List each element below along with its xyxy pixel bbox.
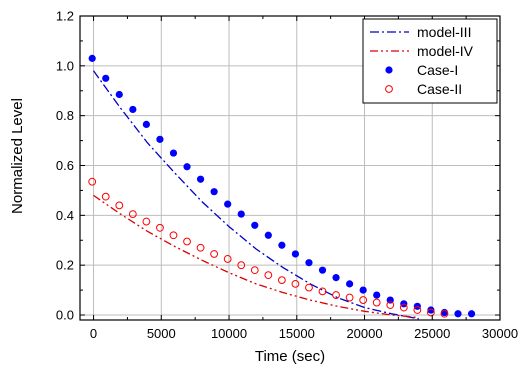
data-point-case-i xyxy=(183,163,191,171)
legend-label-case-i: Case-I xyxy=(417,62,458,78)
legend-entry-case-i: Case-I xyxy=(385,62,458,78)
legend-swatch-case-i xyxy=(385,66,393,74)
data-point-case-i xyxy=(156,135,164,143)
x-tick-label: 25000 xyxy=(414,326,450,341)
data-point-case-ii xyxy=(237,261,246,270)
y-tick-label: 0.2 xyxy=(56,258,74,273)
data-point-case-i xyxy=(196,175,205,183)
series-case-i xyxy=(88,54,476,318)
series-case-ii xyxy=(88,177,449,318)
legend-label-case-ii: Case-II xyxy=(417,81,462,97)
data-point-case-i xyxy=(359,286,367,294)
y-tick-label: 0.8 xyxy=(56,108,74,123)
x-axis-title: Time (sec) xyxy=(255,348,325,365)
series-model-iii xyxy=(92,70,419,320)
legend-label-model-iv: model-IV xyxy=(417,43,474,59)
data-point-case-ii xyxy=(183,237,191,246)
data-point-case-i xyxy=(264,231,272,239)
data-point-case-i xyxy=(224,200,232,208)
y-axis-title: Normalized Level xyxy=(9,98,26,214)
data-point-case-i xyxy=(278,241,286,249)
data-point-case-ii xyxy=(332,291,340,299)
data-point-case-i xyxy=(427,306,435,314)
data-point-case-i xyxy=(169,149,178,157)
data-point-case-ii xyxy=(345,293,354,302)
x-tick-label: 20000 xyxy=(346,326,382,341)
data-point-case-i xyxy=(102,74,110,82)
data-point-case-ii xyxy=(318,287,327,296)
data-point-case-ii xyxy=(386,301,395,309)
series-line-model-iii xyxy=(92,70,419,320)
x-tick-label: 0 xyxy=(90,326,97,341)
data-point-case-ii xyxy=(413,306,422,314)
x-tick-label: 10000 xyxy=(211,326,247,341)
data-point-case-ii xyxy=(223,255,232,263)
data-point-case-i xyxy=(332,274,340,282)
plot-series xyxy=(88,54,476,320)
y-tick-label: 1.0 xyxy=(56,58,74,73)
data-point-case-ii xyxy=(264,271,273,280)
legend-label-model-iii: model-III xyxy=(417,24,471,40)
data-point-case-i xyxy=(305,259,313,267)
plot-frame xyxy=(79,15,501,321)
data-point-case-ii xyxy=(101,192,110,201)
data-point-case-i xyxy=(210,188,218,196)
data-point-case-ii xyxy=(250,266,259,275)
data-point-case-ii xyxy=(128,210,137,218)
data-point-case-i xyxy=(129,105,137,114)
data-point-case-i xyxy=(251,221,259,229)
data-point-case-i xyxy=(454,310,462,318)
tick-labels: 0 5000 10000 15000 20000 25000 30000 0.0 0.2 0.4 0… xyxy=(56,9,518,342)
data-point-case-ii xyxy=(427,308,435,317)
x-tick-label: 15000 xyxy=(279,326,315,341)
data-point-case-i xyxy=(115,90,123,99)
y-tick-label: 0.6 xyxy=(56,158,74,173)
data-point-case-ii xyxy=(169,231,178,240)
data-point-case-i xyxy=(346,280,354,288)
legend-entry-model-iv: model-IV xyxy=(370,43,474,59)
data-point-case-ii xyxy=(210,250,219,258)
data-point-case-i xyxy=(88,54,96,62)
data-point-case-i xyxy=(142,120,150,128)
data-point-case-i xyxy=(467,310,476,318)
data-point-case-i xyxy=(373,291,381,299)
legend-entry-case-ii: Case-II xyxy=(385,81,462,97)
data-point-case-ii xyxy=(359,296,368,304)
x-tick-label: 5000 xyxy=(147,326,176,341)
y-tick-label: 1.2 xyxy=(56,9,74,24)
data-point-case-i xyxy=(291,250,300,258)
data-point-case-ii xyxy=(399,303,408,312)
data-point-case-ii xyxy=(277,276,286,285)
data-point-case-ii xyxy=(142,217,151,226)
data-point-case-ii xyxy=(305,283,313,292)
data-point-case-ii xyxy=(291,279,300,288)
data-point-case-ii xyxy=(88,177,97,186)
data-point-case-i xyxy=(318,266,327,274)
data-point-case-ii xyxy=(440,309,449,318)
data-point-case-ii xyxy=(156,223,164,232)
legend-swatch-case-ii xyxy=(385,85,393,93)
series-model-iv xyxy=(93,194,419,319)
y-tick-label: 0.4 xyxy=(56,208,74,223)
y-tick-label: 0.0 xyxy=(56,308,74,323)
data-point-case-ii xyxy=(115,201,124,210)
legend: model-III model-IV Case-I Case-II xyxy=(362,18,498,104)
x-tick-label: 30000 xyxy=(482,326,518,341)
data-point-case-ii xyxy=(196,243,205,252)
legend-entry-model-iii: model-III xyxy=(370,24,471,40)
data-point-case-i xyxy=(237,210,245,218)
series-line-model-iv xyxy=(93,194,419,319)
data-point-case-ii xyxy=(372,298,381,307)
